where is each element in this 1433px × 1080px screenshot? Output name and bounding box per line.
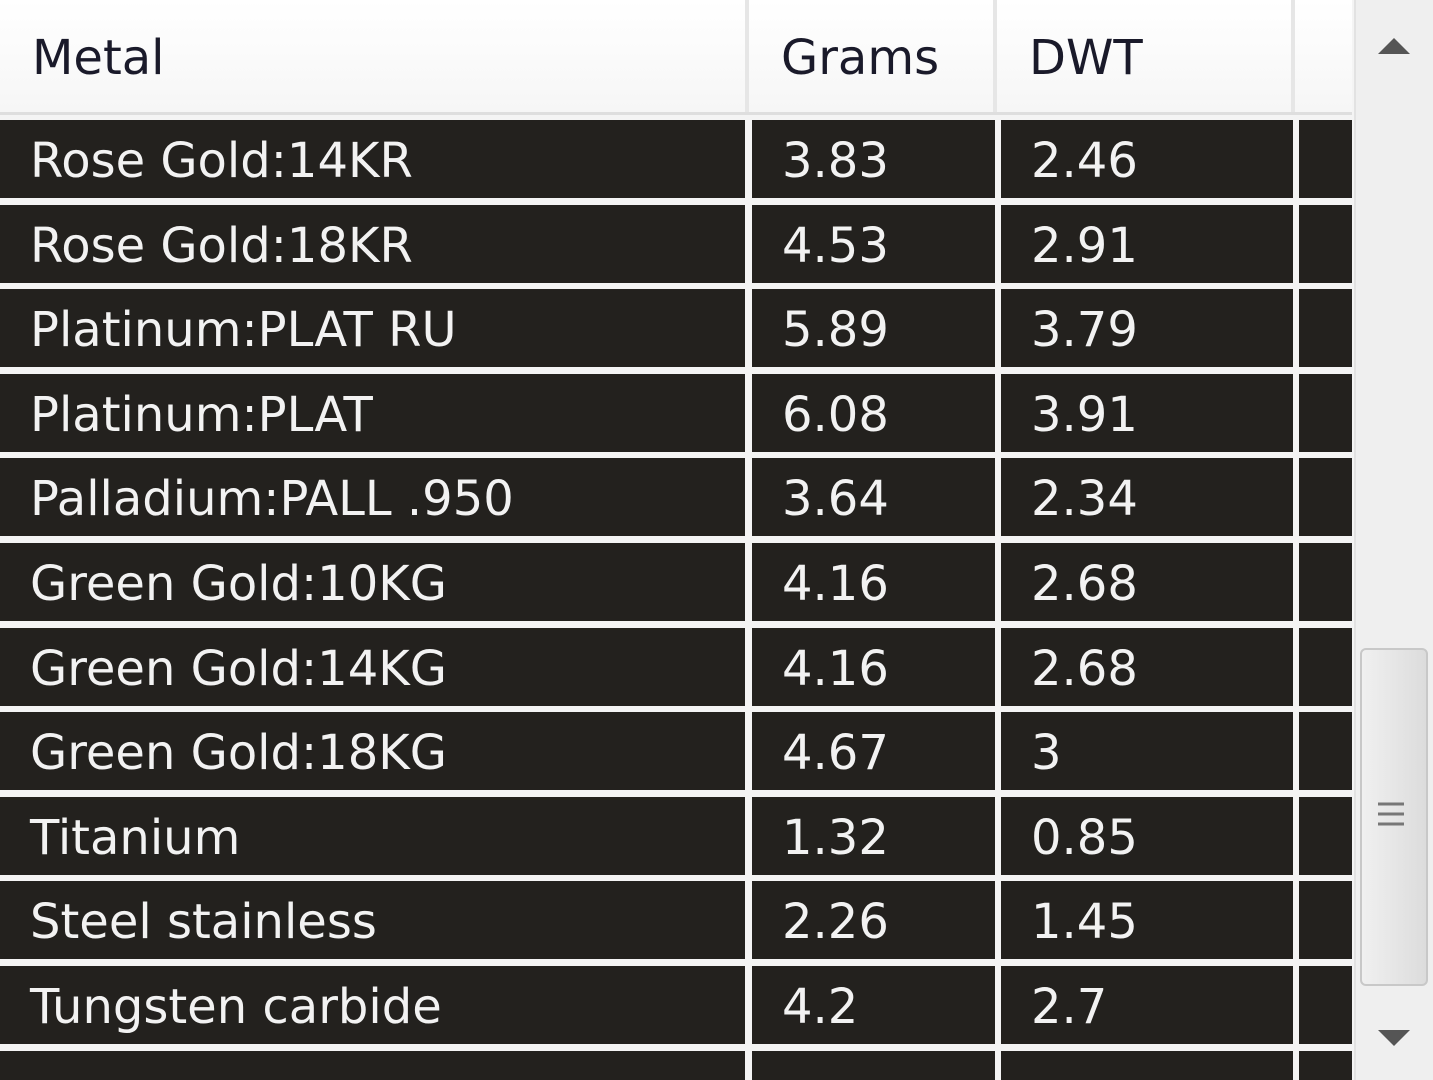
table-cell: Green Gold:18KG bbox=[0, 712, 745, 791]
table-cell: Titanium bbox=[0, 796, 745, 875]
table-cell: 4.16 bbox=[752, 543, 995, 621]
column-header-filler bbox=[1295, 0, 1352, 112]
cell-text: 2.46 bbox=[1031, 133, 1138, 189]
cell-text: 0.85 bbox=[1031, 809, 1138, 866]
table-cell: Tungsten carbide bbox=[0, 966, 745, 1044]
table-cell: Rose Gold:18KR bbox=[0, 204, 745, 283]
cell-text: 2.68 bbox=[1031, 556, 1138, 612]
table-cell: Green Gold:10KG bbox=[0, 543, 745, 621]
cell-text: 2.34 bbox=[1031, 471, 1138, 528]
cell-text: 3.79 bbox=[1031, 302, 1138, 359]
table-cell: Green Gold:14KG bbox=[0, 627, 745, 706]
column-header[interactable]: DWT bbox=[997, 0, 1295, 112]
filler-cell bbox=[1299, 627, 1352, 706]
thumb-grip bbox=[1378, 802, 1404, 826]
filler-cell bbox=[1299, 712, 1352, 791]
cell-text: 3.83 bbox=[782, 133, 889, 189]
scroll-thumb[interactable] bbox=[1360, 648, 1428, 986]
table-cell: 3 bbox=[1001, 712, 1293, 791]
cell-text: 4.53 bbox=[782, 217, 889, 274]
table-cell: 0.85 bbox=[1001, 796, 1293, 875]
cell-text: Palladium:PALL .950 bbox=[30, 471, 514, 528]
cell-text: 3.91 bbox=[1031, 386, 1138, 443]
cell-text: 6.08 bbox=[782, 386, 889, 443]
cell-text: 1.45 bbox=[1031, 894, 1138, 951]
table-cell: 4.2 bbox=[752, 966, 995, 1044]
filler-cell bbox=[1299, 458, 1352, 537]
cell-text: Rose Gold:14KR bbox=[30, 133, 413, 189]
table-cell: 4.16 bbox=[752, 627, 995, 706]
filler-cell bbox=[1299, 796, 1352, 875]
table-cell: 6.08 bbox=[752, 373, 995, 452]
table-cell: 5.89 bbox=[752, 289, 995, 368]
cell-text: Tungsten carbide bbox=[30, 979, 442, 1035]
table-cell: 2.91 bbox=[1001, 204, 1293, 283]
table-cell: 3.91 bbox=[1001, 373, 1293, 452]
filler-cell bbox=[1299, 1050, 1352, 1080]
cell-text: Platinum:PLAT RU bbox=[30, 302, 457, 359]
cell-text: Green Gold:14KG bbox=[30, 640, 447, 697]
table-cell: 2.68 bbox=[1001, 543, 1293, 621]
cell-text: 2.26 bbox=[782, 894, 889, 951]
filler-cell bbox=[1299, 204, 1352, 283]
scrollbar-graphics bbox=[1378, 38, 1410, 1046]
column-header[interactable]: Grams bbox=[749, 0, 997, 112]
cell-text: 5.89 bbox=[782, 302, 889, 359]
header-text: Grams bbox=[781, 30, 940, 86]
cell-text: 2.91 bbox=[1031, 217, 1138, 274]
table-cell: 2.34 bbox=[1001, 458, 1293, 537]
table-cell: 3.83 bbox=[752, 120, 995, 198]
table-cell: 2.68 bbox=[1001, 627, 1293, 706]
cell-text: Platinum:PLAT bbox=[30, 386, 373, 443]
cell-text: Titanium bbox=[30, 809, 241, 866]
scroll-down-arrow[interactable] bbox=[1378, 1030, 1410, 1046]
column-header[interactable]: Metal bbox=[0, 0, 749, 112]
scroll-up-arrow[interactable] bbox=[1378, 38, 1410, 54]
table-cell bbox=[0, 1050, 745, 1080]
cell-text: 3 bbox=[1031, 725, 1062, 782]
cell-text: 2.68 bbox=[1031, 640, 1138, 697]
cell-text: Green Gold:18KG bbox=[30, 725, 447, 782]
filler-cell bbox=[1299, 120, 1352, 198]
table-cell: 1.32 bbox=[752, 796, 995, 875]
table-cell: Rose Gold:14KR bbox=[0, 120, 745, 198]
filler-cell bbox=[1299, 373, 1352, 452]
cell-text: 1.32 bbox=[782, 809, 889, 866]
table-cell: 3.79 bbox=[1001, 289, 1293, 368]
table-cell: 4.53 bbox=[752, 204, 995, 283]
table-cell: 2.26 bbox=[752, 881, 995, 960]
table-cell: 3.64 bbox=[752, 458, 995, 537]
cell-text: Green Gold:10KG bbox=[30, 556, 447, 612]
table-cell: 4.67 bbox=[752, 712, 995, 791]
header-text: DWT bbox=[1029, 30, 1143, 86]
filler-cell bbox=[1299, 543, 1352, 621]
data-grid: Metal Grams DWT Rose Gold:14KR 3.83 2.46 Ro… bbox=[0, 0, 1352, 1080]
table-cell: Steel stainless bbox=[0, 881, 745, 960]
table-cell: Platinum:PLAT bbox=[0, 373, 745, 452]
table-cell bbox=[1001, 1050, 1293, 1080]
cell-text: 4.16 bbox=[782, 640, 889, 697]
cell-text: 2.7 bbox=[1031, 979, 1108, 1035]
scrollbar[interactable] bbox=[1354, 0, 1433, 1080]
filler-cell bbox=[1299, 966, 1352, 1044]
cell-text: 4.67 bbox=[782, 725, 889, 782]
filler-cell bbox=[1299, 289, 1352, 368]
cell-text: 4.2 bbox=[782, 979, 859, 1035]
table-cell: Palladium:PALL .950 bbox=[0, 458, 745, 537]
header-text: Metal bbox=[32, 30, 165, 86]
table-cell bbox=[752, 1050, 995, 1080]
table-cell: 2.7 bbox=[1001, 966, 1293, 1044]
header-border bbox=[0, 112, 1352, 115]
table-cell: 2.46 bbox=[1001, 120, 1293, 198]
table-cell: 1.45 bbox=[1001, 881, 1293, 960]
table-cell: Platinum:PLAT RU bbox=[0, 289, 745, 368]
cell-text: Rose Gold:18KR bbox=[30, 217, 413, 274]
cell-text: 4.16 bbox=[782, 556, 889, 612]
cell-text: Steel stainless bbox=[30, 894, 377, 951]
cell-text: 3.64 bbox=[782, 471, 889, 528]
filler-cell bbox=[1299, 881, 1352, 960]
